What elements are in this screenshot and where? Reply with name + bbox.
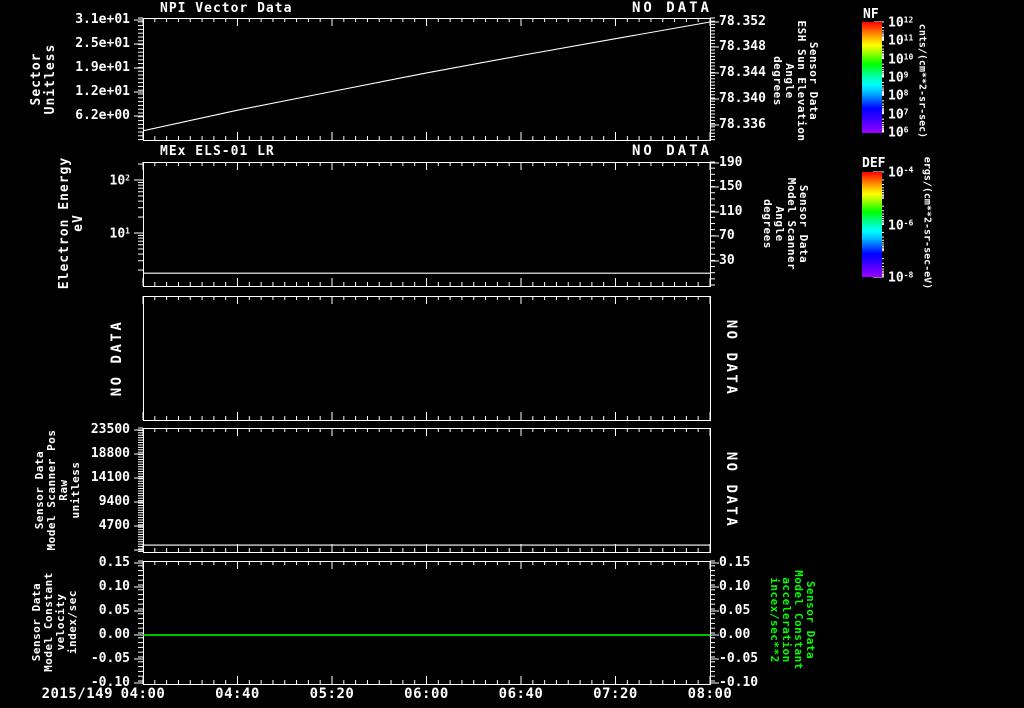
nf-colorbar-tick-label: 1012 [888,15,914,31]
panel4-left-tick-label: 9400 [98,494,130,509]
panel1-right-tick-label: 78.340 [719,91,766,106]
nf-colorbar-tick-label: 109 [888,70,909,86]
panel1-right-tick-label: 78.348 [719,39,766,54]
x-axis-tick-label: 07:20 [593,686,638,702]
panel4-left-axis-label: Sensor Data Model Scanner Pos Raw unitle… [33,429,82,551]
panel5-left-tick-label: -0.05 [90,651,130,666]
panel1-right-axis-label: Sensor Data ESH Sun Elevation Angle degr… [771,20,820,142]
panel2-left-tick-label: 101 [109,226,130,242]
x-axis-tick-label: 06:00 [404,686,449,702]
panel1-title: NPI Vector Data [160,1,293,16]
panel2-right-tick-label: 70 [719,228,735,243]
nf-colorbar-tick-label: 106 [888,125,909,141]
nf-colorbar-tick-label: 108 [888,88,909,104]
panel-4-frame [134,427,711,553]
panel4-left-tick-label: 4700 [98,518,130,533]
panel3-left-no-data: NO DATA [109,319,125,397]
panel1-left-tick-label: 2.5e+01 [75,36,130,51]
panel-3-frame [142,296,711,421]
panel5-left-tick-label: -0.10 [90,675,130,690]
panel4-right-no-data: NO DATA [723,451,739,529]
panel5-right-axis-label: Sensor Data Model Constant acceleration … [768,570,817,670]
x-axis-tick-label: 04:00 [120,686,166,702]
panel1-right-tick-label: 78.352 [719,14,766,29]
panel1-right-tick-label: 78.344 [719,65,766,80]
panel2-left-tick-label: 102 [109,173,130,189]
x-axis-tick-label: 05:20 [309,686,355,702]
panel-1-data-line [142,21,711,132]
def-colorbar-tick-label: 10-4 [888,165,914,181]
panel5-left-tick-label: 0.15 [98,555,130,570]
panel2-left-axis-label: Electron Energy eV [57,156,86,290]
panel2-right-tick-label: 30 [719,253,735,268]
panel-2-frame [134,161,719,287]
panel5-left-axis-label: Sensor Data Model Constant velocity inde… [30,572,79,672]
panel5-left-tick-label: 0.10 [98,579,130,594]
panel1-status: NO DATA [631,0,712,16]
panel2-title: MEx ELS-01 LR [160,144,275,159]
panel2-right-axis-label: Sensor Data Model Scanner Angle degrees [761,177,810,271]
panel4-left-tick-label: 18800 [90,446,130,461]
def-colorbar-tick-label: 10-6 [888,218,914,233]
panel1-left-tick-label: 1.2e+01 [75,84,130,99]
nf-colorbar-tick-label: 1011 [888,33,914,49]
panel1-right-tick-label: 78.336 [719,117,766,132]
nf-colorbar-units: cnts/(cm**2-sr-sec) [916,23,928,139]
panel-5-frame [134,560,719,685]
nf-colorbar-title: NF [863,7,879,22]
panel4-left-tick-label: 14100 [90,470,130,485]
x-axis-date-label: 2015/149 [41,686,113,702]
panel4-left-tick-label: 23500 [90,422,130,437]
def-colorbar-tick-label: 10-8 [888,270,914,286]
panel2-right-tick-label: 110 [719,204,743,219]
def-colorbar-title: DEF [862,156,886,171]
panel5-right-tick-label: 0.05 [719,603,751,618]
x-axis-tick-label: 08:00 [687,686,733,702]
panel5-right-tick-label: 0.00 [719,627,751,642]
panel1-left-tick-label: 6.2e+00 [75,108,130,123]
panel2-status: NO DATA [631,143,712,159]
def-colorbar-units: ergs/(cm**2-sr-sec-eV) [921,156,933,290]
panel-1-frame [134,17,719,141]
panel3-right-no-data: NO DATA [723,319,739,397]
panel5-left-tick-label: 0.05 [98,603,130,618]
nf-colorbar-tick-label: 107 [888,107,909,123]
x-axis-tick-label: 06:40 [498,686,544,702]
panel1-left-tick-label: 1.9e+01 [75,60,130,75]
panel5-right-tick-label: 0.10 [719,579,751,594]
panel2-right-tick-label: 150 [719,179,743,194]
def-colorbar [862,172,882,277]
nf-colorbar [862,22,882,133]
panel1-left-tick-label: 3.1e+01 [75,12,130,27]
panel2-right-tick-label: 190 [719,155,743,170]
panel5-right-tick-label: -0.10 [719,675,759,690]
panel5-left-tick-label: 0.00 [98,627,130,642]
panel5-right-tick-label: 0.15 [719,555,751,570]
panel1-left-axis-label: Sector Unitless [29,43,58,115]
x-axis-tick-label: 04:40 [215,686,260,702]
panel5-right-tick-label: -0.05 [719,651,759,666]
nf-colorbar-tick-label: 1010 [888,52,914,68]
